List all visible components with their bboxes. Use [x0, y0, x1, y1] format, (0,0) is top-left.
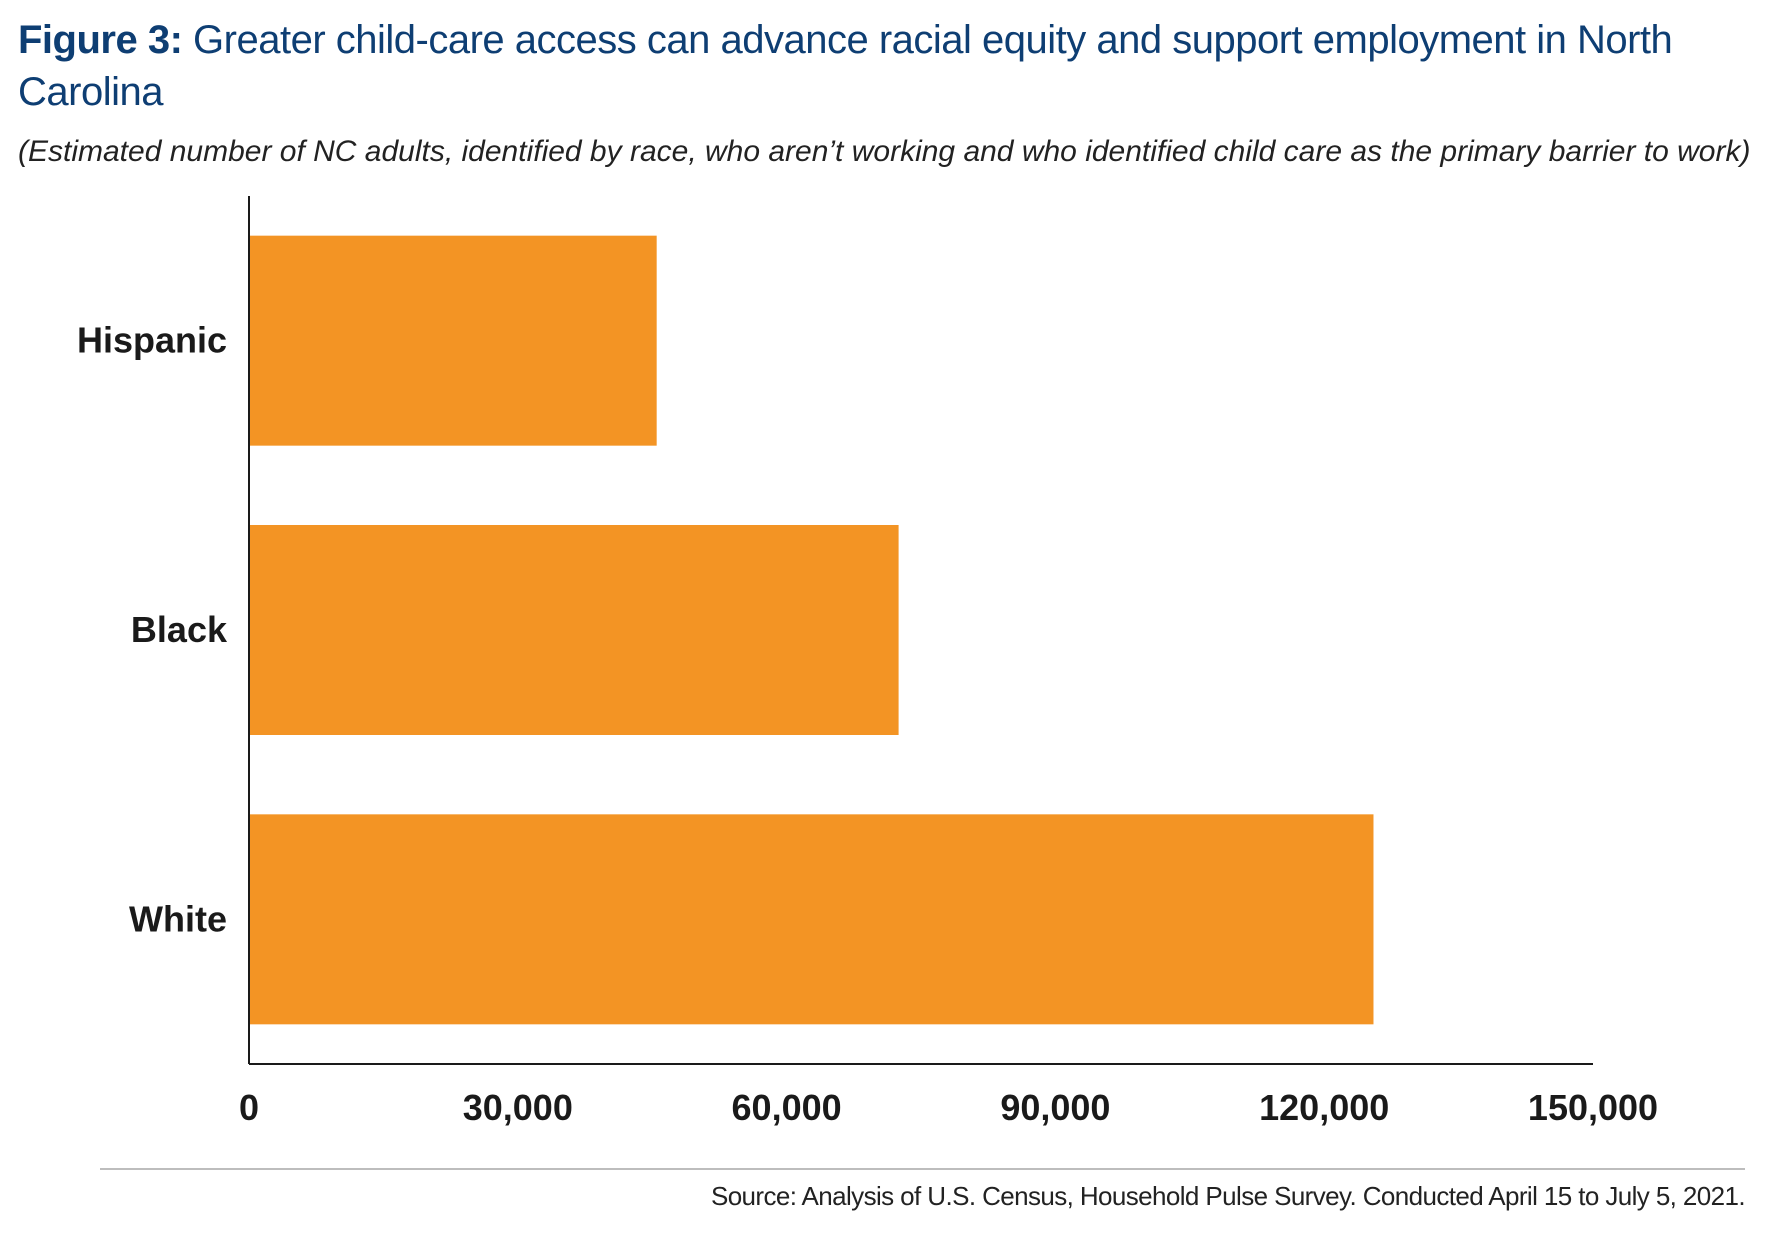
x-tick-label: 0 [239, 1087, 259, 1128]
source-divider [100, 1168, 1745, 1170]
x-tick-label: 120,000 [1259, 1087, 1389, 1128]
bar-hispanic [250, 235, 657, 446]
bar-white [250, 814, 1374, 1025]
category-label-hispanic: Hispanic [77, 320, 227, 361]
category-label-black: Black [131, 609, 228, 650]
chart-subtitle: (Estimated number of NC adults, identifi… [18, 135, 1751, 168]
source-note: Source: Analysis of U.S. Census, Househo… [710, 1181, 1746, 1211]
figure-label: Figure 3: [18, 18, 183, 62]
title-text: Greater child-care access can advance ra… [18, 18, 1673, 114]
x-tick-label: 30,000 [463, 1087, 573, 1128]
x-tick-label: 150,000 [1528, 1087, 1658, 1128]
chart-title: Figure 3: Greater child-care access can … [18, 14, 1778, 118]
x-tick-labels: 0 30,000 60,000 90,000 120,000 150,000 [239, 1087, 1658, 1128]
category-label-white: White [129, 898, 227, 939]
chart-header: Figure 3: Greater child-care access can … [18, 14, 1778, 176]
bar-black [250, 525, 899, 735]
category-labels: Hispanic Black White [77, 320, 228, 940]
x-tick-label: 60,000 [732, 1087, 842, 1128]
x-tick-label: 90,000 [1000, 1087, 1110, 1128]
bars-layer [250, 235, 1374, 1025]
